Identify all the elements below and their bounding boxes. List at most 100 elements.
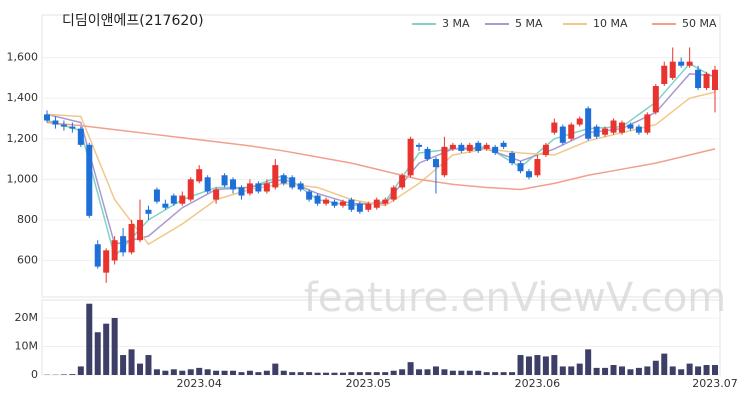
candle-body — [348, 199, 355, 210]
volume-bar — [568, 366, 575, 375]
volume-bar — [424, 369, 431, 375]
volume-bar — [585, 349, 592, 375]
volume-bar — [382, 372, 389, 375]
candle-body — [213, 189, 220, 200]
volume-bar — [280, 370, 287, 375]
watermark: feature.enViewV.com — [304, 275, 726, 321]
candle-body — [618, 122, 625, 133]
candle-body — [77, 128, 84, 145]
candle-body — [441, 146, 448, 176]
volume-bar — [255, 372, 262, 375]
candle-body — [517, 163, 524, 172]
volume-bar — [551, 355, 558, 375]
volume-bar — [509, 372, 516, 375]
volume-bar — [94, 332, 101, 375]
volume-bar — [644, 366, 651, 375]
volume-tick-label: 20M — [15, 311, 39, 324]
volume-bar — [314, 372, 321, 375]
volume-tick-label: 0 — [31, 368, 38, 381]
candle-body — [314, 195, 321, 204]
y-tick-label: 800 — [17, 213, 38, 226]
volume-bar — [196, 367, 203, 375]
volume-bar — [500, 372, 507, 375]
candle-body — [424, 148, 431, 160]
candle-body — [458, 144, 465, 151]
volume-bar — [170, 369, 177, 375]
candle-body — [399, 175, 406, 188]
volume-bar — [213, 370, 220, 375]
volume-bar — [602, 367, 609, 375]
volume-bar — [179, 370, 186, 375]
candle-body — [52, 120, 59, 125]
legend-label: 3 MA — [442, 17, 470, 30]
legend-label: 10 MA — [593, 17, 628, 30]
volume-bar — [103, 323, 110, 375]
volume-bar — [356, 372, 363, 375]
candle-body — [602, 128, 609, 135]
volume-bar — [475, 370, 482, 375]
volume-bar — [221, 370, 228, 375]
y-tick-label: 1,600 — [7, 51, 39, 64]
y-tick-label: 600 — [17, 253, 38, 266]
candle-body — [94, 244, 101, 267]
candle-body — [686, 61, 693, 66]
candle-body — [695, 69, 702, 89]
volume-bar — [306, 372, 313, 375]
candle-body — [661, 65, 668, 84]
candle-body — [492, 146, 499, 153]
candle-body — [449, 144, 456, 149]
volume-bar — [339, 372, 346, 375]
candle-body — [145, 209, 152, 214]
volume-bar — [365, 372, 372, 375]
volume-bar — [348, 372, 355, 375]
volume-bar — [610, 365, 617, 375]
volume-bar — [449, 370, 456, 375]
candle-body — [297, 183, 304, 190]
volume-bar — [323, 372, 330, 375]
volume-bar — [712, 365, 718, 375]
volume-bar — [111, 317, 118, 375]
volume-bar — [635, 367, 642, 375]
volume-bar — [153, 369, 160, 375]
candle-body — [272, 165, 279, 188]
candle-body — [221, 175, 228, 186]
candle-body — [373, 199, 380, 208]
volume-bar — [373, 372, 380, 375]
candle-body — [635, 126, 642, 133]
candle-body — [187, 179, 194, 200]
x-tick-label: 2023.05 — [346, 377, 392, 390]
volume-bar — [559, 366, 566, 375]
legend-label: 50 MA — [682, 17, 717, 30]
candle-body — [238, 187, 245, 196]
volume-bar — [272, 363, 279, 375]
candle-body — [263, 183, 270, 192]
candle-body — [382, 199, 389, 204]
chart-title: 디딤이앤에프(217620) — [62, 13, 204, 29]
volume-bar — [458, 370, 465, 375]
candle-body — [483, 144, 490, 149]
volume-bar — [703, 365, 710, 375]
volume-bar — [661, 353, 668, 375]
candle-body — [475, 142, 482, 151]
candle-body — [230, 179, 237, 190]
y-tick-label: 1,400 — [7, 91, 39, 104]
candle-body — [610, 120, 617, 133]
candle-body — [644, 114, 651, 133]
candle-body — [703, 73, 710, 89]
y-tick-label: 1,200 — [7, 132, 39, 145]
volume-bar — [669, 366, 676, 375]
candle-body — [196, 169, 203, 182]
ma-line — [46, 73, 716, 246]
candle-body — [509, 152, 516, 164]
price-frame — [41, 14, 721, 298]
candle-body — [678, 61, 685, 66]
candle-body — [652, 86, 659, 113]
volume-bar — [120, 355, 127, 375]
candle-body — [255, 183, 262, 192]
volume-tick-label: 10M — [15, 339, 39, 352]
candle-body — [500, 142, 507, 147]
candle-body — [365, 203, 372, 210]
y-tick-label: 1,000 — [7, 172, 39, 185]
candle-body — [432, 159, 439, 168]
volume-bar — [416, 369, 423, 375]
